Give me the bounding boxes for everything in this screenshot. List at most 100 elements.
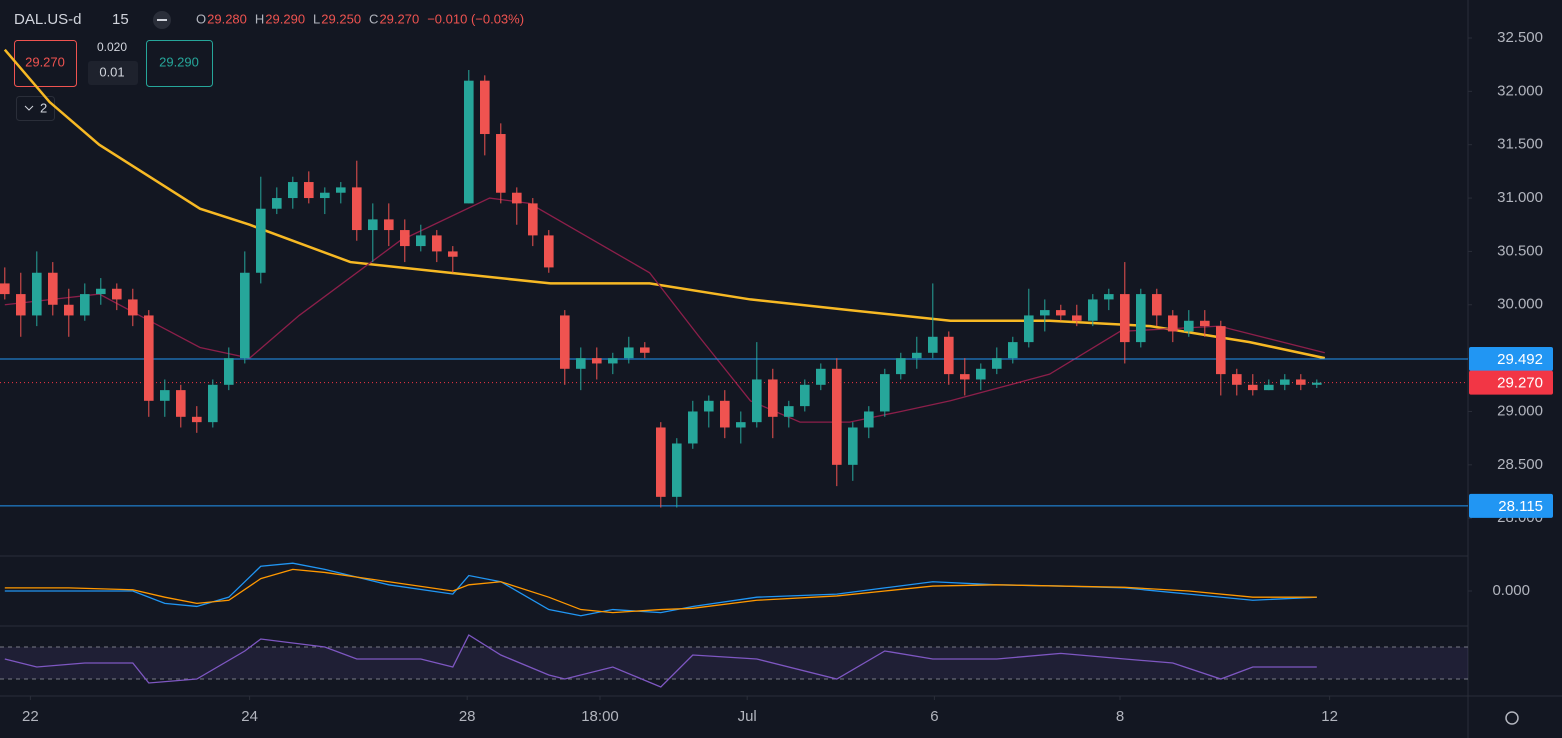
candle-body <box>208 384 218 423</box>
candle-body <box>0 283 10 295</box>
y-tick-label: 31.500 <box>1497 136 1543 153</box>
candle-body <box>1200 320 1210 327</box>
rsi-band-fill <box>0 647 1468 679</box>
settings-button[interactable] <box>1505 711 1519 725</box>
candle-body <box>176 390 186 417</box>
x-tick-label: 24 <box>241 708 258 725</box>
moving-average <box>3 48 1326 360</box>
candle-body <box>80 294 90 316</box>
candle-body <box>736 422 746 428</box>
y-tick-label: 31.000 <box>1497 189 1543 206</box>
candle-body <box>544 235 554 268</box>
candle-body <box>640 347 650 353</box>
candle-body <box>1072 315 1082 321</box>
spread: 0.01 <box>99 64 124 79</box>
candle-body <box>704 400 714 412</box>
moving-average <box>4 197 1325 423</box>
candle-body <box>512 192 522 204</box>
candle-body <box>672 443 682 497</box>
candle-body <box>1232 374 1242 385</box>
candle-body <box>320 192 330 199</box>
candle-body <box>192 416 202 423</box>
ohlc-value: 29.270 <box>379 11 419 26</box>
candle-body <box>1312 382 1322 385</box>
x-tick-label: 22 <box>22 708 39 725</box>
price-tag <box>1469 346 1553 371</box>
candle-body <box>944 336 954 375</box>
ohlc-value: 29.250 <box>321 11 361 26</box>
buy-price: 29.290 <box>159 54 199 69</box>
y-tick-label: 32.000 <box>1497 82 1543 99</box>
x-tick-label: 8 <box>1116 708 1124 725</box>
price-tag <box>1469 493 1553 518</box>
y-tick-label: 28.500 <box>1497 456 1543 473</box>
y-tick-label: 32.500 <box>1497 29 1543 46</box>
ohlc-label: O <box>196 11 206 26</box>
candle-body <box>32 272 42 316</box>
candle-body <box>496 134 506 193</box>
candle-body <box>960 374 970 380</box>
spread-box <box>88 61 138 85</box>
ohlc-value: 29.290 <box>265 11 305 26</box>
price-tag-label: 28.115 <box>1498 498 1543 515</box>
candle-body <box>1056 310 1066 316</box>
candle-body <box>896 358 906 375</box>
price-tag-label: 29.270 <box>1497 375 1543 392</box>
candle-body <box>384 219 394 231</box>
y-tick-label: 30.000 <box>1497 296 1543 313</box>
x-tick-label: 18:00 <box>581 708 619 725</box>
candle-body <box>752 379 762 423</box>
candle-body <box>576 358 586 369</box>
candle-body <box>112 288 122 300</box>
ohlc-value: 29.280 <box>207 11 247 26</box>
candle-body <box>976 368 986 380</box>
candle-body <box>1216 326 1226 375</box>
rsi-line <box>4 634 1317 688</box>
candle-body <box>16 294 26 316</box>
macd-line <box>4 568 1317 614</box>
candle-body <box>1008 342 1018 359</box>
x-tick-label: Jul <box>738 708 757 725</box>
candle-body <box>128 299 138 316</box>
ohlc-label: C <box>369 11 378 26</box>
candle-body <box>832 368 842 465</box>
candle-body <box>416 235 426 247</box>
candle-body <box>368 219 378 231</box>
candle-body <box>144 315 154 401</box>
candle-body <box>912 352 922 359</box>
y-tick-label: 29.000 <box>1497 402 1543 419</box>
candle-body <box>1024 315 1034 343</box>
sell-price: 29.270 <box>25 54 65 69</box>
candle-body <box>96 288 106 295</box>
candle-body <box>1280 379 1290 385</box>
candle-body <box>400 230 410 247</box>
chevron <box>24 105 34 111</box>
candle-body <box>1264 384 1274 391</box>
x-tick-label: 6 <box>930 708 938 725</box>
candle-body <box>592 358 602 364</box>
x-tick-label: 12 <box>1321 708 1338 725</box>
candle-body <box>1088 299 1098 321</box>
interval: 15 <box>112 11 129 28</box>
candle-body <box>1152 294 1162 316</box>
candle-body <box>448 251 458 257</box>
buy-box[interactable] <box>146 40 213 87</box>
candle-body <box>1248 384 1258 391</box>
candle-body <box>224 358 234 385</box>
candle-body <box>1040 310 1050 316</box>
ohlc-label: L <box>313 11 320 26</box>
ohlc-legend: O 29.280 H 29.290 L 29.250 C 29.270 −0.010 (−0.0… <box>196 11 524 26</box>
change: −0.010 (−0.03%) <box>427 11 524 26</box>
candle-body <box>608 358 618 364</box>
candle-body <box>480 80 490 135</box>
sell-box[interactable] <box>14 40 77 87</box>
symbol: DAL.US-d <box>14 11 82 28</box>
candle-body <box>1136 294 1146 343</box>
candle-body <box>992 358 1002 369</box>
candle-body <box>1184 320 1194 332</box>
candle-body <box>1120 294 1130 343</box>
collapse-button[interactable] <box>16 96 55 121</box>
